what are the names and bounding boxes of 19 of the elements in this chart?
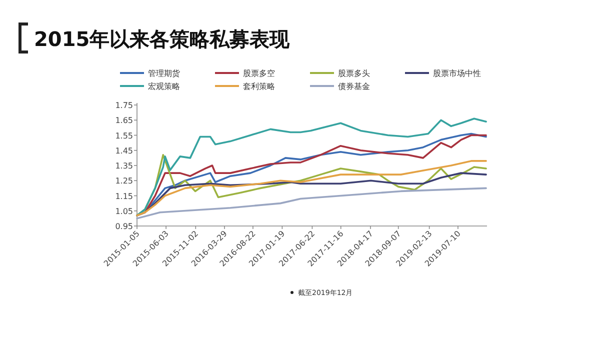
- y-tick-label: 1.45: [115, 146, 133, 156]
- y-tick-label: 1.75: [115, 101, 133, 110]
- legend-label: 管理期货: [148, 69, 180, 78]
- y-tick-label: 1.15: [115, 192, 133, 201]
- line-series: [136, 187, 487, 220]
- legend-label: 债券基金: [338, 82, 370, 91]
- legend-label: 股票多空: [243, 69, 275, 78]
- legend-label: 股票市场中性: [433, 69, 481, 78]
- y-tick-label: 0.95: [115, 222, 133, 231]
- y-tick-label: 1.65: [115, 116, 133, 126]
- legend-label: 股票多头: [338, 69, 370, 78]
- legend-label: 宏观策略: [148, 82, 180, 91]
- y-tick-label: 1.25: [115, 176, 133, 186]
- legend-label: 套利策略: [243, 82, 275, 91]
- line-series: [136, 118, 487, 216]
- y-tick-label: 1.35: [115, 162, 133, 170]
- y-tick-label: 1.55: [115, 131, 133, 140]
- y-tick-label: 1.05: [115, 206, 133, 216]
- chart-title: 2015年以来各策略私募表现: [34, 27, 291, 51]
